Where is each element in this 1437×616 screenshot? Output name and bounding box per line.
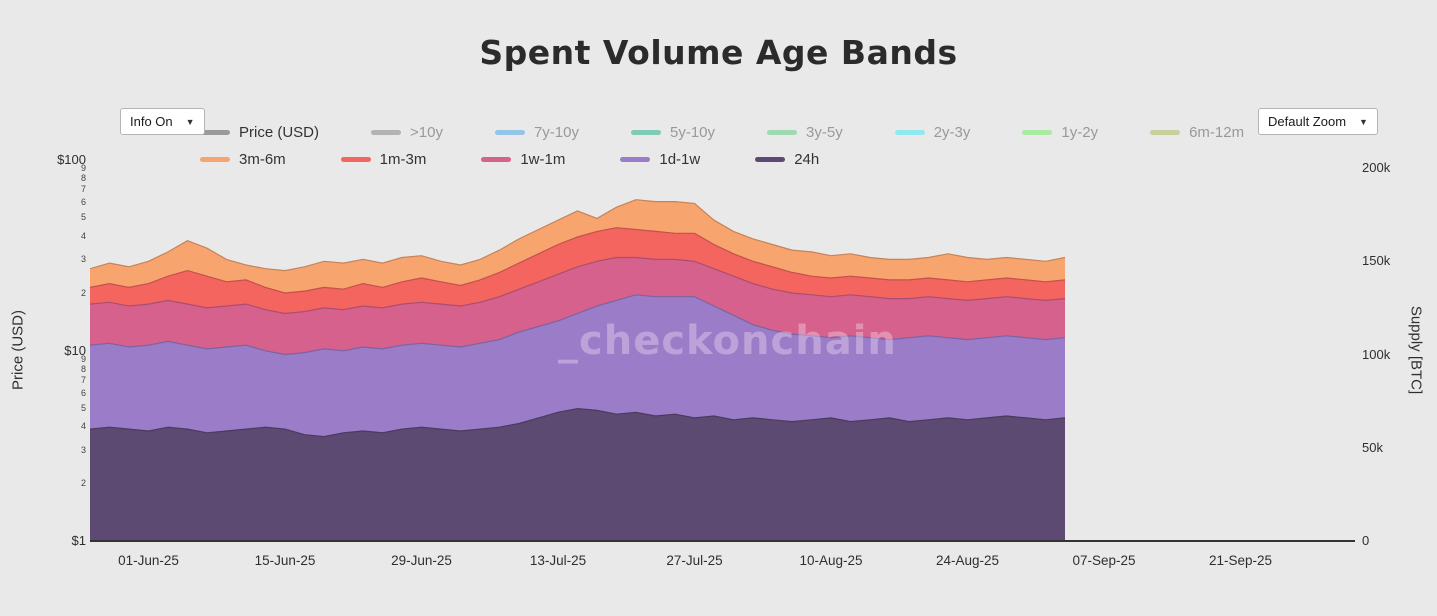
legend-item-3m-6m[interactable]: 3m-6m [200,151,286,168]
y-left-minor-tick-label: 5 [80,211,86,222]
legend-swatch-icon [371,130,402,135]
y-left-minor-tick-label: 9 [80,163,86,174]
x-tick-label: 01-Jun-25 [118,553,179,568]
legend-swatch-icon [200,157,230,162]
legend-swatch-icon [340,157,371,162]
legend-swatch-icon [767,130,798,135]
legend-swatch-icon [494,130,525,135]
x-tick-label: 15-Jun-25 [254,553,316,568]
y-left-minor-tick-label: 6 [80,196,86,207]
legend-swatch-icon [1022,130,1053,135]
legend-item--10y[interactable]: >10y [371,124,443,141]
legend-swatch-icon [631,130,661,135]
y-left-minor-tick-label: 4 [80,421,86,432]
legend-item-1d-1w[interactable]: 1d-1w [620,151,700,168]
x-tick-label: 10-Aug-25 [799,553,863,568]
legend-item-1m-3m[interactable]: 1m-3m [340,151,427,168]
left-axis-title: Price (USD) [9,309,27,391]
legend-item-5y-10y[interactable]: 5y-10y [631,124,715,141]
legend-item-2y-3y[interactable]: 2y-3y [894,124,971,141]
legend-item-label: 6m-12m [1189,124,1245,141]
legend-item-label: 1w-1m [520,151,566,168]
y-right-tick-label: 0 [1362,533,1370,548]
x-tick-label: 29-Jun-25 [391,553,452,568]
legend-row-2: 3m-6m 1m-3m 1w-1m 1d-1w 24h [200,151,819,168]
legend-item-24h[interactable]: 24h [755,151,819,168]
legend-item-6m-12m[interactable]: 6m-12m [1150,124,1244,141]
y-left-minor-tick-label: 2 [80,478,86,489]
legend-swatch-icon [481,157,512,162]
legend-item-3y-5y[interactable]: 3y-5y [767,124,843,141]
area-band-edge-24h [90,407,1066,438]
y-left-minor-tick-label: 3 [80,444,86,455]
y-left-minor-tick-label: 7 [80,374,86,385]
legend-item-label: 7y-10y [533,124,579,141]
legend-item-price-usd-[interactable]: Price (USD) [200,124,319,141]
y-right-tick-label: 50k [1362,439,1383,455]
area-band-edge-1d-1w [90,294,1066,356]
info-toggle-dropdown[interactable]: Info On ▼ [120,108,205,135]
dropdown-arrow-icon: ▼ [185,116,195,127]
x-tick-label: 21-Sep-25 [1208,553,1273,568]
y-left-minor-tick-label: 5 [80,402,86,413]
zoom-dropdown-label: Default Zoom [1268,114,1347,129]
x-tick-label: 13-Jul-25 [529,553,587,568]
legend-item-label: 3y-5y [806,124,843,141]
legend-item-label: 1y-2y [1061,124,1099,141]
legend-item-7y-10y[interactable]: 7y-10y [494,124,579,141]
legend-item-1y-2y[interactable]: 1y-2y [1022,124,1098,141]
y-left-minor-tick-label: 8 [80,173,86,183]
y-right-tick-label: 150k [1362,253,1391,269]
legend-swatch-icon [894,130,925,135]
y-left-minor-tick-label: 8 [80,363,86,374]
legend-swatch-icon [200,130,230,135]
y-left-minor-tick-label: 4 [80,230,86,241]
legend-swatch-icon [755,157,786,162]
right-axis-title: Supply [BTC] [1407,305,1425,395]
y-left-minor-tick-label: 3 [80,254,86,265]
legend-row-1: Price (USD) >10y 7y-10y 5y-10y 3y-5y 2y-3y 1y-… [200,124,1244,141]
zoom-dropdown[interactable]: Default Zoom ▼ [1258,108,1378,135]
y-left-minor-tick-label: 6 [80,387,86,398]
y-right-tick-label: 200k [1362,160,1391,175]
legend-item-label: Price (USD) [239,124,320,141]
legend-swatch-icon [1150,130,1181,135]
legend-item-label: 5y-10y [670,124,716,141]
legend-item-label: 24h [794,151,820,168]
dropdown-arrow-icon: ▼ [1359,116,1368,127]
legend-item-label: 3m-6m [239,151,286,168]
area-band-edge-1w-1m [90,256,1066,315]
legend-item-label: >10y [410,124,443,141]
area-band-edge-3m-6m [90,199,1066,272]
area-band-24h [90,408,1065,541]
y-left-minor-tick-label: 2 [80,288,86,298]
chart-title: Spent Volume Age Bands [479,33,958,72]
legend-item-1w-1m[interactable]: 1w-1m [481,151,565,168]
y-left-tick-label: $10 [64,343,86,358]
legend-swatch-icon [620,157,651,162]
y-left-tick-label: $1 [71,533,86,548]
x-tick-label: 27-Jul-25 [666,553,723,568]
y-right-tick-label: 100k [1362,346,1391,362]
y-left-minor-tick-label: 7 [80,184,86,195]
y-left-tick-label: $100 [57,152,86,167]
legend-item-label: 2y-3y [933,124,971,141]
info-toggle-label: Info On [130,114,173,129]
x-tick-label: 24-Aug-25 [935,553,1000,568]
legend-item-label: 1d-1w [659,151,701,168]
y-left-minor-tick-label: 9 [80,354,86,365]
x-tick-label: 07-Sep-25 [1072,553,1136,568]
plot-area[interactable] [90,150,1355,542]
x-axis-line [90,540,1355,542]
area-band-edge-1m-3m [90,227,1066,294]
legend-item-label: 1m-3m [379,151,427,168]
